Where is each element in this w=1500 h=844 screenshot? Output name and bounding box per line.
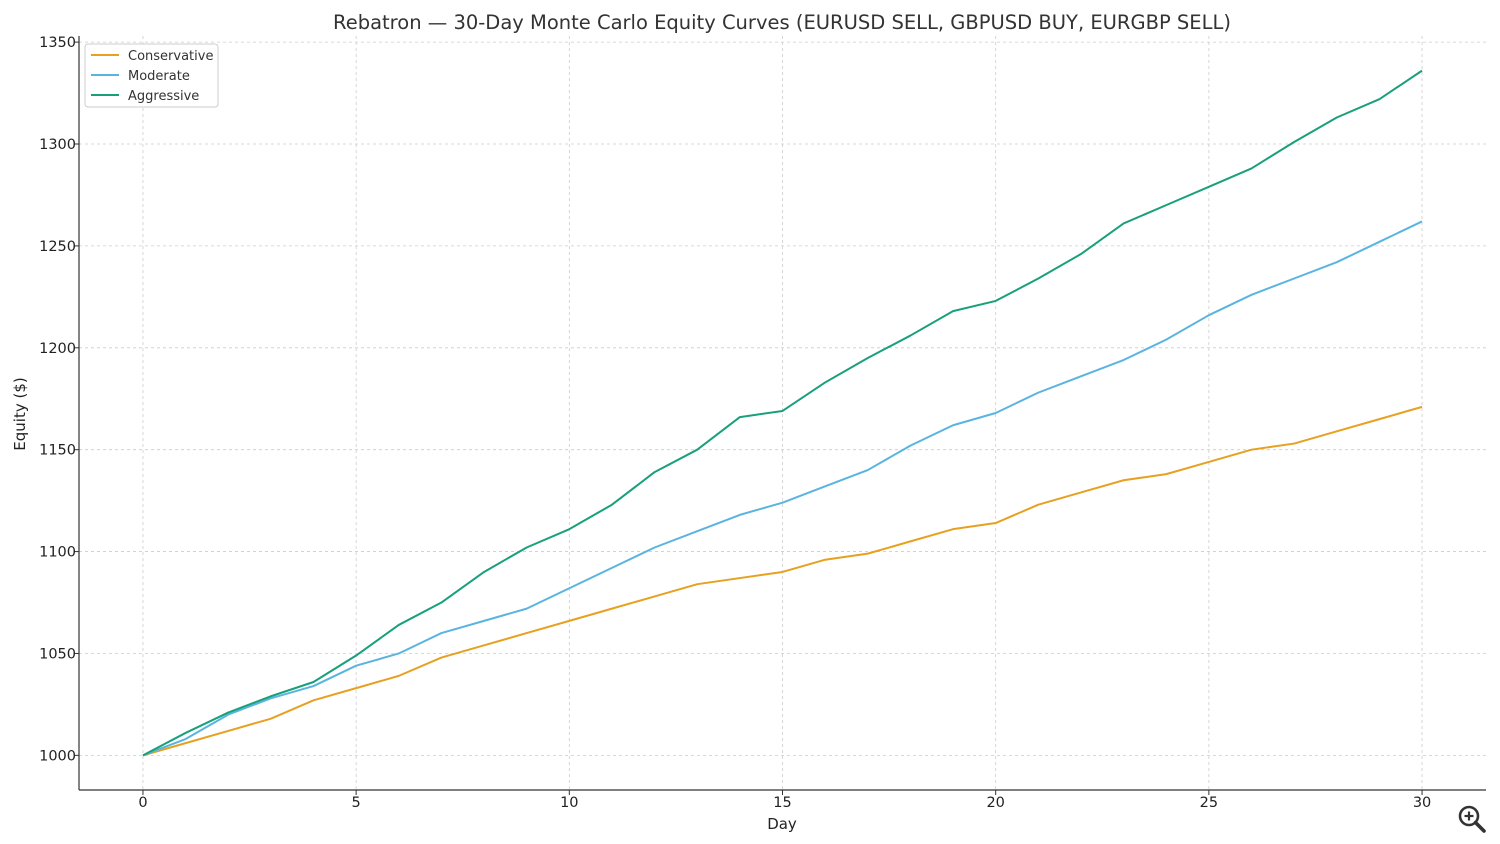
legend-label-aggressive: Aggressive — [128, 89, 199, 104]
series-line-aggressive — [142, 69, 1423, 757]
y-tick-label: 1050 — [39, 646, 76, 662]
x-ticks: 0 5 10 15 20 25 30 — [138, 790, 1431, 811]
x-tick-label: 20 — [986, 795, 1004, 811]
legend-label-moderate: Moderate — [128, 69, 190, 84]
x-axis-label: Day — [767, 815, 797, 833]
chart-title: Rebatron — 30-Day Monte Carlo Equity Cur… — [333, 11, 1231, 34]
y-tick-label: 1150 — [39, 443, 76, 459]
axes — [78, 36, 1486, 791]
y-tick-label: 1200 — [39, 341, 76, 357]
y-tick-label: 1000 — [39, 748, 76, 764]
x-tick-label: 25 — [1200, 795, 1218, 811]
y-ticks: 1000 1050 1100 1150 1200 1250 1300 1350 — [39, 35, 79, 764]
y-tick-label: 1100 — [39, 545, 76, 561]
x-tick-label: 10 — [560, 795, 578, 811]
y-tick-label: 1250 — [39, 239, 76, 255]
legend-label-conservative: Conservative — [128, 49, 213, 64]
y-tick-label: 1300 — [39, 137, 76, 153]
series-line-conservative — [142, 405, 1423, 757]
magnifier-zoom-icon[interactable] — [1456, 803, 1488, 835]
grid — [79, 36, 1486, 790]
x-tick-label: 15 — [773, 795, 791, 811]
legend: Conservative Moderate Aggressive — [84, 43, 219, 108]
series-line-moderate — [142, 220, 1423, 757]
x-tick-label: 0 — [138, 795, 147, 811]
x-tick-label: 5 — [352, 795, 361, 811]
legend-box — [84, 43, 219, 108]
y-tick-label: 1350 — [39, 35, 76, 51]
x-tick-label: 30 — [1413, 795, 1431, 811]
y-axis-label: Equity ($) — [11, 377, 29, 450]
series-group — [142, 69, 1423, 757]
